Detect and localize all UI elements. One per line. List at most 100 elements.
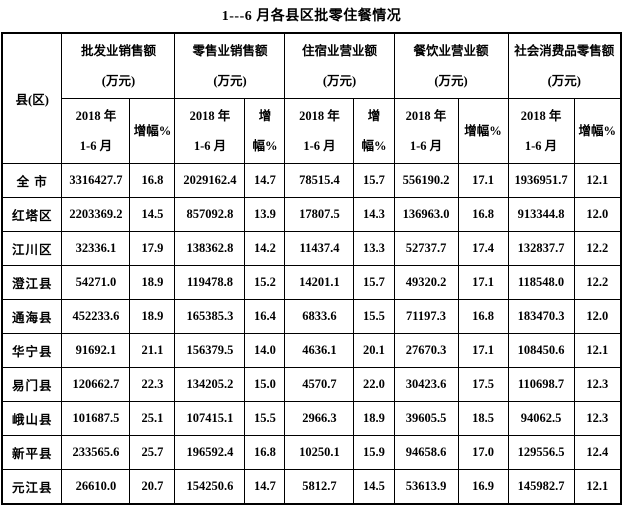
value-cell: 52737.7 [393, 231, 459, 266]
region-cell: 华宁县 [1, 333, 63, 368]
value-cell: 134205.2 [174, 367, 246, 402]
value-cell: 120662.7 [61, 367, 131, 402]
period-header-wholesale: 2018 年 1-6 月 [61, 98, 131, 164]
value-cell: 4570.7 [284, 367, 355, 402]
region-cell: 新平县 [1, 435, 63, 470]
value-cell: 15.7 [353, 265, 395, 300]
value-cell: 16.8 [457, 197, 509, 232]
value-cell: 12.2 [573, 265, 622, 300]
value-cell: 91692.1 [61, 333, 131, 368]
value-cell: 13.3 [353, 231, 395, 266]
table-row: 江川区 32336.1 17.9 138362.8 14.2 11437.4 1… [1, 231, 622, 266]
group-header-catering: 餐饮业营业额 (万元) [393, 32, 509, 99]
value-cell: 18.9 [353, 401, 395, 436]
value-cell: 94658.6 [393, 435, 459, 470]
value-cell: 22.3 [129, 367, 176, 402]
value-cell: 14.2 [244, 231, 286, 266]
value-cell: 27670.3 [393, 333, 459, 368]
value-cell: 108450.6 [507, 333, 575, 368]
value-cell: 20.7 [129, 469, 176, 505]
value-cell: 110698.7 [507, 367, 575, 402]
table-row: 全 市 3316427.7 16.8 2029162.4 14.7 78515.… [1, 163, 622, 198]
value-cell: 15.0 [244, 367, 286, 402]
table-row: 易门县 120662.7 22.3 134205.2 15.0 4570.7 2… [1, 367, 622, 402]
growth-header-consumer-retail: 增幅% [573, 98, 622, 164]
value-cell: 12.3 [573, 367, 622, 402]
region-cell: 易门县 [1, 367, 63, 402]
region-cell: 通海县 [1, 299, 63, 334]
value-cell: 2966.3 [284, 401, 355, 436]
growth-header-catering: 增幅% [457, 98, 509, 164]
value-cell: 12.0 [573, 197, 622, 232]
table-row: 元江县 26610.0 20.7 154250.6 14.7 5812.7 14… [1, 469, 622, 505]
value-cell: 94062.5 [507, 401, 575, 436]
value-cell: 183470.3 [507, 299, 575, 334]
table-row: 红塔区 2203369.2 14.5 857092.8 13.9 17807.5… [1, 197, 622, 232]
region-cell: 澄江县 [1, 265, 63, 300]
value-cell: 857092.8 [174, 197, 246, 232]
growth-header-accommodation: 增 幅% [353, 98, 395, 164]
value-cell: 165385.3 [174, 299, 246, 334]
value-cell: 118548.0 [507, 265, 575, 300]
region-cell: 全 市 [1, 163, 63, 198]
region-cell: 峨山县 [1, 401, 63, 436]
value-cell: 14201.1 [284, 265, 355, 300]
table-row: 华宁县 91692.1 21.1 156379.5 14.0 4636.1 20… [1, 333, 622, 368]
group-header-wholesale: 批发业销售额 (万元) [61, 32, 176, 99]
region-cell: 元江县 [1, 469, 63, 505]
value-cell: 13.9 [244, 197, 286, 232]
group-header-accommodation: 住宿业营业额 (万元) [284, 32, 395, 99]
value-cell: 12.4 [573, 435, 622, 470]
value-cell: 1936951.7 [507, 163, 575, 198]
value-cell: 15.5 [244, 401, 286, 436]
value-cell: 101687.5 [61, 401, 131, 436]
value-cell: 17.1 [457, 333, 509, 368]
value-cell: 26610.0 [61, 469, 131, 505]
value-cell: 16.8 [244, 435, 286, 470]
value-cell: 17.5 [457, 367, 509, 402]
value-cell: 17.4 [457, 231, 509, 266]
value-cell: 17.9 [129, 231, 176, 266]
value-cell: 2029162.4 [174, 163, 246, 198]
value-cell: 196592.4 [174, 435, 246, 470]
value-cell: 16.8 [129, 163, 176, 198]
value-cell: 12.3 [573, 401, 622, 436]
value-cell: 129556.5 [507, 435, 575, 470]
value-cell: 25.7 [129, 435, 176, 470]
value-cell: 12.2 [573, 231, 622, 266]
value-cell: 14.7 [244, 469, 286, 505]
value-cell: 20.1 [353, 333, 395, 368]
value-cell: 49320.2 [393, 265, 459, 300]
table-row: 澄江县 54271.0 18.9 119478.8 15.2 14201.1 1… [1, 265, 622, 300]
value-cell: 136963.0 [393, 197, 459, 232]
value-cell: 15.2 [244, 265, 286, 300]
value-cell: 18.5 [457, 401, 509, 436]
value-cell: 913344.8 [507, 197, 575, 232]
value-cell: 12.0 [573, 299, 622, 334]
value-cell: 233565.6 [61, 435, 131, 470]
value-cell: 138362.8 [174, 231, 246, 266]
period-header-accommodation: 2018 年 1-6 月 [284, 98, 355, 164]
value-cell: 12.1 [573, 163, 622, 198]
value-cell: 16.8 [457, 299, 509, 334]
page-title: 1---6 月各县区批零住餐情况 [221, 9, 402, 24]
value-cell: 39605.5 [393, 401, 459, 436]
value-cell: 16.4 [244, 299, 286, 334]
value-cell: 25.1 [129, 401, 176, 436]
value-cell: 107415.1 [174, 401, 246, 436]
value-cell: 32336.1 [61, 231, 131, 266]
value-cell: 452233.6 [61, 299, 131, 334]
value-cell: 4636.1 [284, 333, 355, 368]
value-cell: 17807.5 [284, 197, 355, 232]
header-sub-row: 2018 年 1-6 月 增幅% 2018 年 1-6 月 增 幅% 2018 … [2, 98, 622, 164]
value-cell: 14.7 [244, 163, 286, 198]
group-header-consumer-retail: 社会消费品零售额 (万元) [507, 32, 622, 99]
region-cell: 红塔区 [1, 197, 63, 232]
value-cell: 10250.1 [284, 435, 355, 470]
value-cell: 14.0 [244, 333, 286, 368]
value-cell: 14.5 [129, 197, 176, 232]
group-header-retail: 零售业销售额 (万元) [174, 32, 286, 99]
value-cell: 78515.4 [284, 163, 355, 198]
value-cell: 3316427.7 [61, 163, 131, 198]
